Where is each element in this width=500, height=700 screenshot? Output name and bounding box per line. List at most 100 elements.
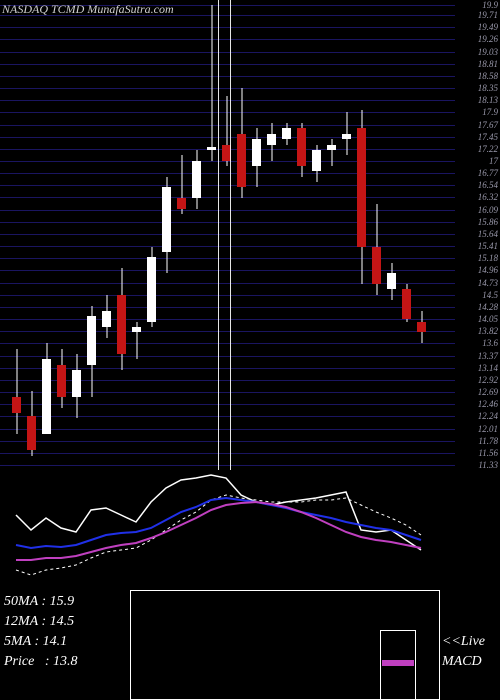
y-tick-label: 18.58 <box>478 71 498 81</box>
candle <box>402 0 411 470</box>
y-tick-label: 15.41 <box>478 241 498 251</box>
candle <box>87 0 96 470</box>
candle <box>342 0 351 470</box>
candle <box>312 0 321 470</box>
candle-body <box>357 128 366 246</box>
y-tick-label: 15.18 <box>478 253 498 263</box>
candle <box>117 0 126 470</box>
candle <box>12 0 21 470</box>
exchange-label: NASDAQ <box>2 2 48 16</box>
candle-body <box>12 397 21 413</box>
candle <box>147 0 156 470</box>
y-tick-label: 14.5 <box>482 290 498 300</box>
y-axis: 19.919.7119.4919.2619.0318.8118.5818.351… <box>455 0 500 470</box>
y-tick-label: 15.64 <box>478 229 498 239</box>
price-row: Price : 13.8 <box>4 654 78 670</box>
candle-body <box>267 134 276 145</box>
candle-wick <box>331 139 332 166</box>
ma5-value: 14.1 <box>43 634 68 649</box>
y-tick-label: 13.6 <box>482 338 498 348</box>
y-tick-label: 17.45 <box>478 132 498 142</box>
y-tick-label: 19.03 <box>478 47 498 57</box>
ma5-row: 5MA : 14.1 <box>4 634 67 650</box>
live-label: <<Live <box>442 634 485 650</box>
candle <box>132 0 141 470</box>
candle <box>102 0 111 470</box>
candle <box>297 0 306 470</box>
y-tick-label: 13.37 <box>478 351 498 361</box>
candle <box>372 0 381 470</box>
macd-svg <box>0 470 500 590</box>
candle <box>192 0 201 470</box>
candle-body <box>252 139 261 166</box>
candle <box>237 0 246 470</box>
y-tick-label: 19.26 <box>478 34 498 44</box>
y-tick-label: 19.9 <box>482 0 498 10</box>
y-tick-label: 14.28 <box>478 302 498 312</box>
candle <box>207 0 216 470</box>
candle-body <box>237 134 246 188</box>
candle-body <box>177 198 186 209</box>
info-panel: 50MA : 15.9 12MA : 14.5 5MA : 14.1 Price… <box>0 590 500 700</box>
y-tick-label: 12.69 <box>478 387 498 397</box>
candle-wick <box>16 349 17 435</box>
candle <box>357 0 366 470</box>
candle-body <box>282 128 291 139</box>
price-value: 13.8 <box>53 654 78 669</box>
y-tick-label: 19.71 <box>478 10 498 20</box>
y-tick-label: 18.81 <box>478 59 498 69</box>
candle <box>267 0 276 470</box>
y-tick-label: 17 <box>489 156 498 166</box>
ma50-value: 15.9 <box>50 594 75 609</box>
candle <box>57 0 66 470</box>
candlestick-panel: NASDAQ TCMD MunafaSutra.com <box>0 0 455 470</box>
y-tick-label: 17.67 <box>478 120 498 130</box>
ma50-label: 50MA <box>4 594 38 609</box>
candle-body <box>207 147 216 150</box>
candle-body <box>297 128 306 166</box>
candle-body <box>132 327 141 332</box>
live-macd-bar <box>382 660 414 666</box>
y-tick-label: 14.05 <box>478 314 498 324</box>
candle-body <box>117 295 126 354</box>
macd-label: MACD <box>442 654 482 670</box>
candle-wick <box>211 5 212 161</box>
y-tick-label: 16.09 <box>478 205 498 215</box>
source-label: MunafaSutra.com <box>87 2 173 16</box>
y-tick-label: 14.96 <box>478 265 498 275</box>
candle-body <box>42 359 51 434</box>
candle <box>27 0 36 470</box>
candle <box>177 0 186 470</box>
candle-body <box>327 145 336 150</box>
y-tick-label: 14.73 <box>478 278 498 288</box>
candle-body <box>57 365 66 397</box>
y-tick-label: 12.24 <box>478 411 498 421</box>
price-label: Price <box>4 654 34 669</box>
y-tick-label: 19.49 <box>478 22 498 32</box>
y-tick-label: 12.46 <box>478 399 498 409</box>
y-tick-label: 16.32 <box>478 192 498 202</box>
y-tick-label: 13.14 <box>478 363 498 373</box>
candle <box>72 0 81 470</box>
y-tick-label: 13.82 <box>478 326 498 336</box>
candle <box>162 0 171 470</box>
y-tick-label: 15.86 <box>478 217 498 227</box>
y-tick-label: 16.77 <box>478 168 498 178</box>
candle-body <box>102 311 111 327</box>
indicator-line-signal1 <box>16 498 421 548</box>
chart-container: NASDAQ TCMD MunafaSutra.com 19.919.71 19.… <box>0 0 500 700</box>
candle <box>42 0 51 470</box>
candle-body <box>417 322 426 333</box>
y-tick-label: 17.9 <box>482 107 498 117</box>
candle-body <box>192 161 201 199</box>
y-tick-label: 12.01 <box>478 424 498 434</box>
candle <box>327 0 336 470</box>
chart-header: NASDAQ TCMD MunafaSutra.com <box>2 2 174 17</box>
candle <box>252 0 261 470</box>
y-tick-label: 18.13 <box>478 95 498 105</box>
y-tick-label: 11.33 <box>478 460 498 470</box>
y-tick-label: 12.92 <box>478 375 498 385</box>
candle <box>387 0 396 470</box>
y-tick-label: 11.56 <box>478 448 498 458</box>
candle-body <box>312 150 321 171</box>
